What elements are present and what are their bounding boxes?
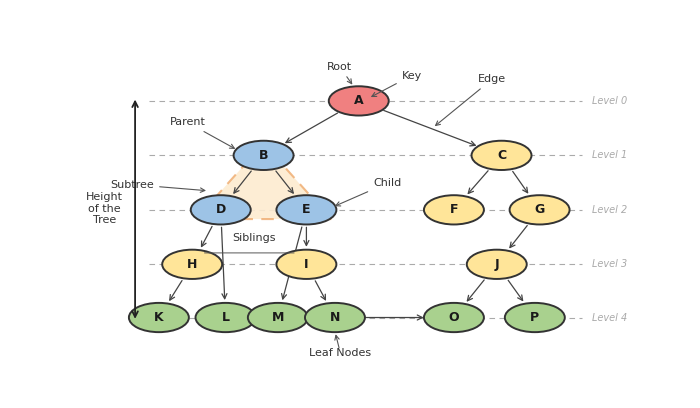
Text: C: C bbox=[497, 149, 506, 162]
Text: N: N bbox=[330, 311, 340, 324]
Text: P: P bbox=[531, 311, 540, 324]
Text: Edge: Edge bbox=[435, 74, 506, 126]
Text: L: L bbox=[221, 311, 230, 324]
Text: Height
of the
Tree: Height of the Tree bbox=[85, 192, 122, 225]
Text: Level 0: Level 0 bbox=[592, 96, 627, 106]
Polygon shape bbox=[196, 144, 331, 219]
Text: M: M bbox=[272, 311, 284, 324]
Ellipse shape bbox=[195, 303, 256, 332]
Ellipse shape bbox=[424, 195, 484, 224]
Text: K: K bbox=[154, 311, 164, 324]
Ellipse shape bbox=[276, 195, 337, 224]
Text: Siblings: Siblings bbox=[232, 233, 276, 243]
Ellipse shape bbox=[472, 141, 531, 170]
Ellipse shape bbox=[329, 86, 389, 115]
Text: Child: Child bbox=[336, 178, 401, 206]
Ellipse shape bbox=[129, 303, 189, 332]
Text: F: F bbox=[449, 203, 459, 216]
Text: G: G bbox=[535, 203, 545, 216]
Ellipse shape bbox=[467, 250, 526, 279]
Text: Level 1: Level 1 bbox=[592, 151, 627, 160]
Ellipse shape bbox=[234, 141, 293, 170]
Ellipse shape bbox=[248, 303, 308, 332]
Ellipse shape bbox=[505, 303, 565, 332]
Text: Level 3: Level 3 bbox=[592, 259, 627, 269]
Text: I: I bbox=[304, 258, 309, 271]
Text: O: O bbox=[449, 311, 459, 324]
Text: Leaf Nodes: Leaf Nodes bbox=[309, 348, 371, 358]
Text: Parent: Parent bbox=[169, 118, 235, 149]
Text: Level 4: Level 4 bbox=[592, 313, 627, 322]
Text: D: D bbox=[216, 203, 226, 216]
Text: Subtree: Subtree bbox=[111, 180, 205, 192]
Text: B: B bbox=[259, 149, 268, 162]
Ellipse shape bbox=[191, 195, 251, 224]
Text: H: H bbox=[187, 258, 197, 271]
Text: J: J bbox=[494, 258, 499, 271]
Ellipse shape bbox=[424, 303, 484, 332]
Ellipse shape bbox=[305, 303, 365, 332]
Text: Root: Root bbox=[327, 62, 352, 84]
Ellipse shape bbox=[162, 250, 222, 279]
Text: A: A bbox=[354, 94, 363, 107]
Text: E: E bbox=[302, 203, 311, 216]
Ellipse shape bbox=[276, 250, 337, 279]
Text: Level 2: Level 2 bbox=[592, 205, 627, 215]
Text: Key: Key bbox=[372, 71, 422, 97]
Ellipse shape bbox=[510, 195, 570, 224]
